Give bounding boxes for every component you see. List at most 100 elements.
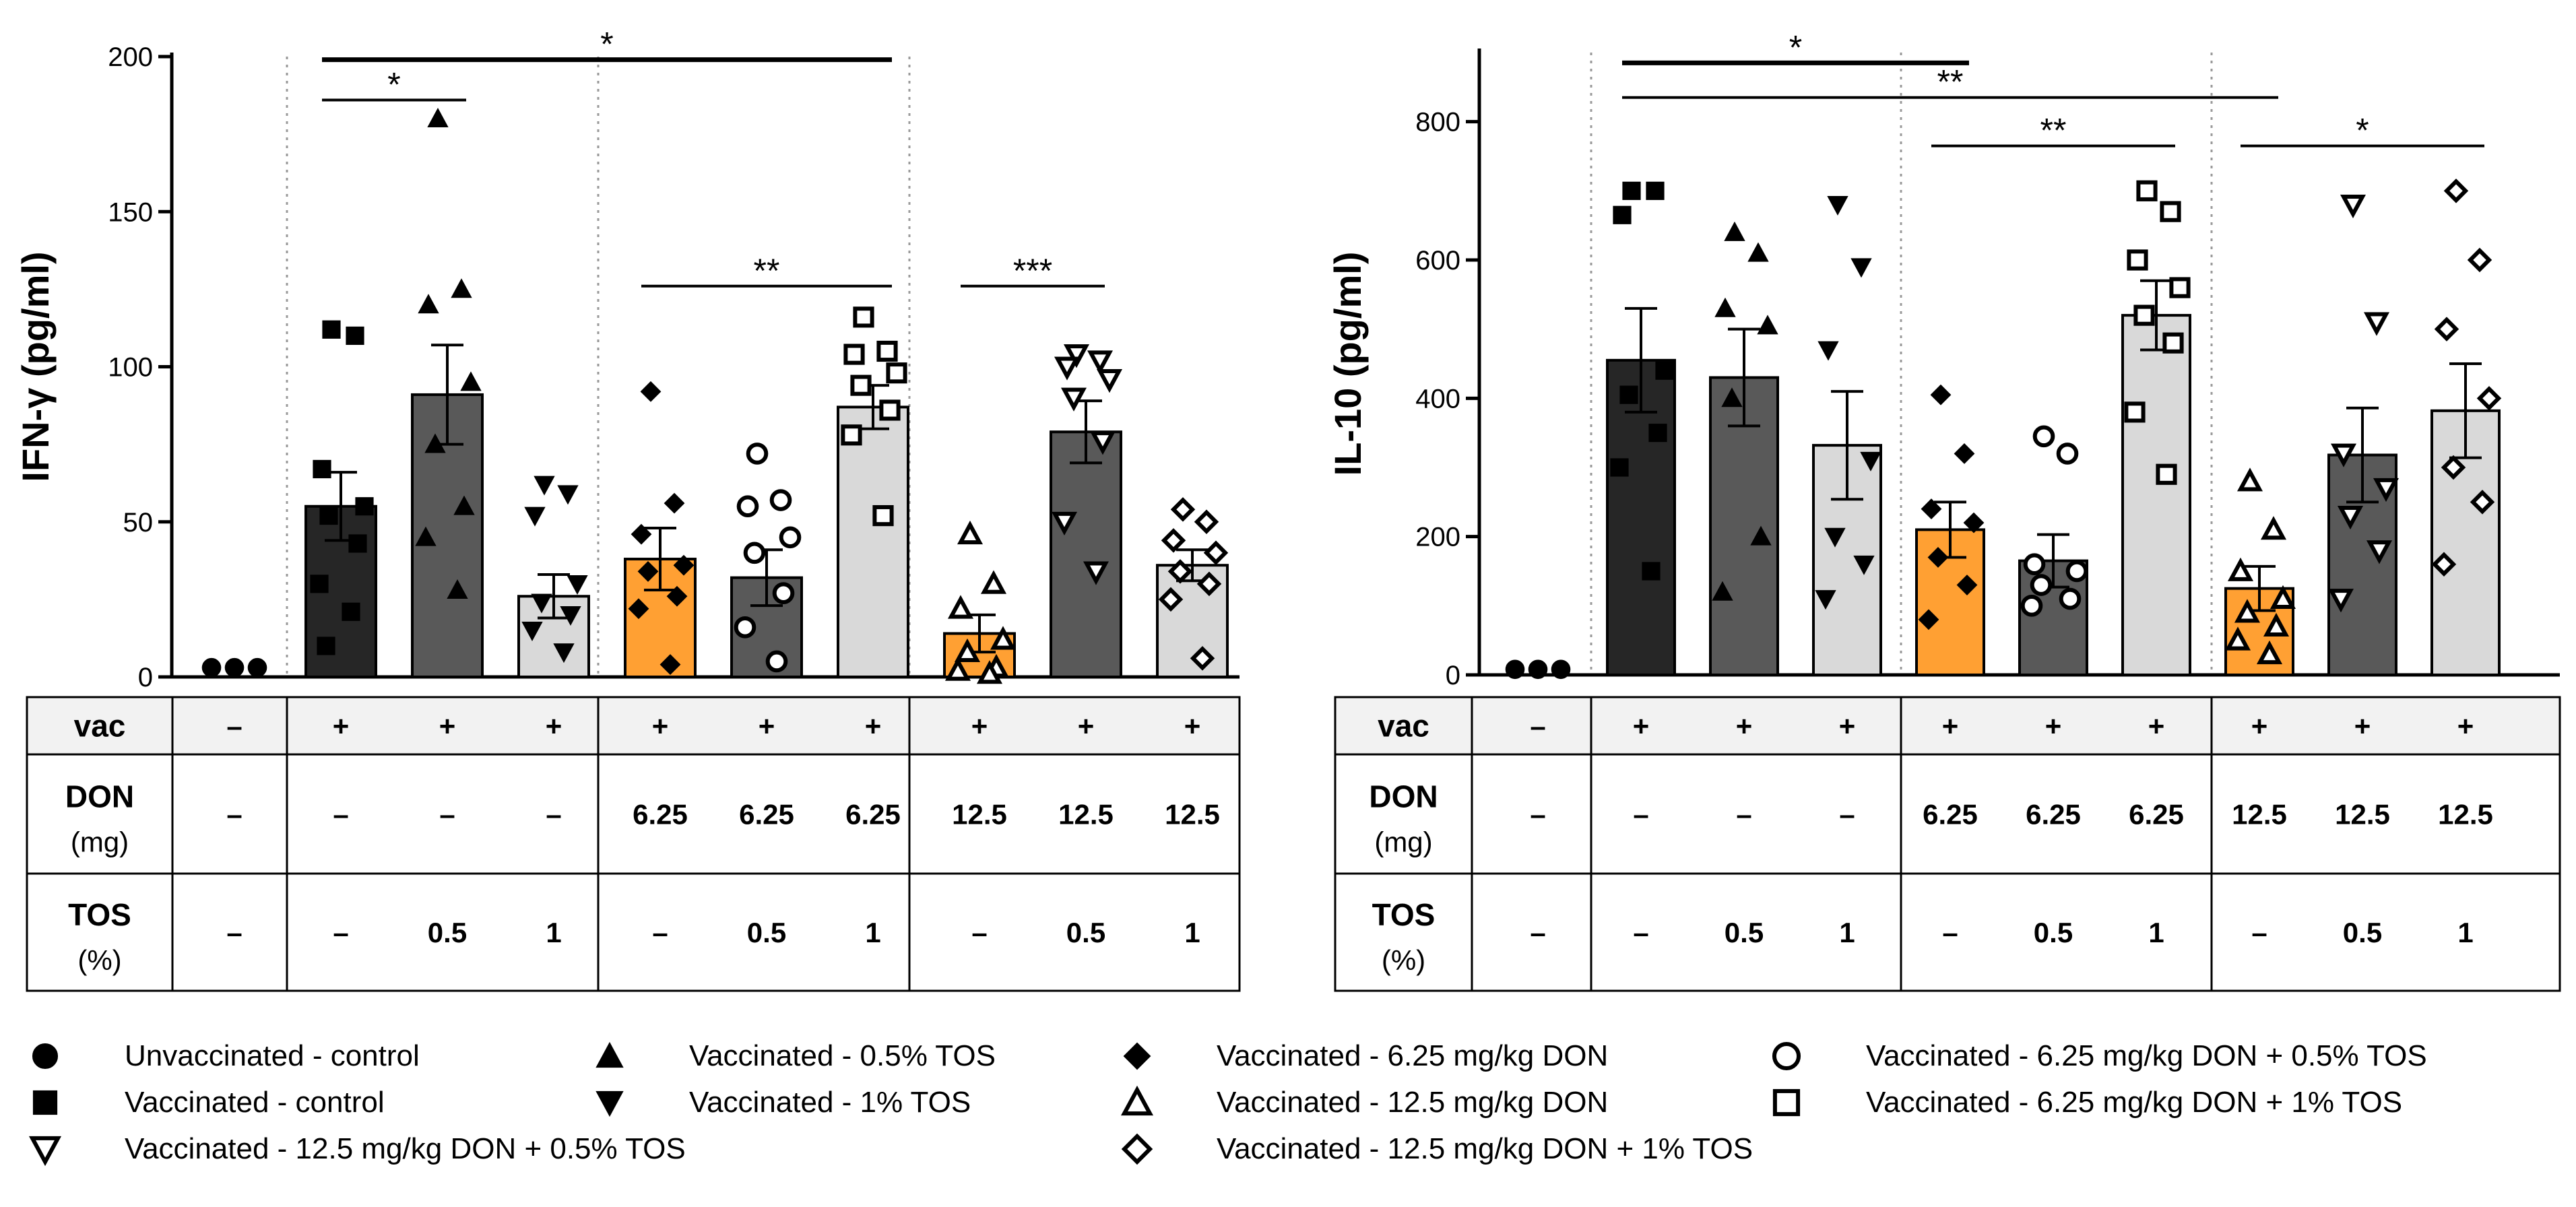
data-point bbox=[2160, 201, 2181, 222]
table-cell: 0.5 bbox=[1066, 917, 1105, 948]
data-point bbox=[2065, 560, 2088, 583]
data-point bbox=[743, 542, 766, 564]
data-point bbox=[1860, 451, 1881, 471]
legend-label: Vaccinated - 12.5 mg/kg DON + 0.5% TOS bbox=[125, 1132, 686, 1165]
significance-label: * bbox=[1789, 28, 1802, 66]
table-cell: + bbox=[333, 711, 350, 742]
table-cell: – bbox=[1633, 799, 1648, 830]
table-cell: + bbox=[652, 711, 669, 742]
table-row-label: TOS bbox=[68, 897, 131, 932]
table-row-unit: (%) bbox=[1382, 944, 1425, 976]
legend: Unvaccinated - control Vaccinated - contr… bbox=[28, 1039, 2427, 1167]
table-cell: 12.5 bbox=[2438, 799, 2493, 830]
data-point bbox=[313, 459, 331, 479]
table-cell: – bbox=[226, 917, 242, 948]
data-point bbox=[947, 595, 974, 619]
table-row-label: DON bbox=[1369, 779, 1438, 814]
legend-marker bbox=[1120, 1085, 1154, 1116]
data-point bbox=[453, 495, 475, 515]
data-point bbox=[2431, 552, 2457, 577]
data-point bbox=[521, 622, 543, 642]
y-tick-label: 150 bbox=[108, 197, 153, 227]
data-point bbox=[1610, 458, 1629, 477]
data-point bbox=[1714, 297, 1736, 317]
table-cell: – bbox=[1839, 799, 1855, 830]
data-point bbox=[1089, 431, 1116, 455]
data-point bbox=[2269, 585, 2296, 609]
data-point bbox=[1054, 356, 1081, 381]
data-point bbox=[640, 381, 662, 402]
data-point bbox=[2162, 332, 2184, 354]
data-point bbox=[2363, 312, 2390, 336]
data-point bbox=[1063, 344, 1090, 368]
table-row-label: vac bbox=[74, 709, 126, 744]
data-point bbox=[460, 371, 482, 391]
data-point bbox=[1954, 443, 1975, 464]
data-point bbox=[772, 582, 795, 604]
data-point bbox=[2124, 401, 2146, 423]
table-cell: – bbox=[333, 799, 348, 830]
data-point bbox=[1963, 512, 1985, 533]
data-point bbox=[841, 424, 862, 446]
data-point bbox=[666, 585, 688, 607]
significance-label: * bbox=[387, 65, 400, 103]
legend-label: Vaccinated - control bbox=[125, 1086, 385, 1119]
data-point bbox=[2337, 505, 2364, 530]
legend-marker bbox=[1772, 1088, 1801, 1117]
data-point bbox=[1096, 369, 1123, 393]
y-tick-label: 50 bbox=[123, 508, 154, 537]
y-tick-label: 0 bbox=[138, 663, 153, 692]
table-cell: 6.25 bbox=[2026, 799, 2081, 830]
table-cell: 1 bbox=[2457, 917, 2473, 948]
data-point bbox=[2020, 595, 2043, 617]
legend-label: Vaccinated - 1% TOS bbox=[689, 1086, 971, 1119]
data-point bbox=[659, 654, 681, 675]
data-point bbox=[1956, 575, 1978, 595]
table-row-label: vac bbox=[1378, 709, 1429, 744]
data-point bbox=[1505, 659, 1525, 680]
table-cell: + bbox=[2354, 711, 2371, 742]
table-row-label: DON bbox=[65, 779, 134, 814]
data-point bbox=[1930, 384, 1952, 405]
data-point bbox=[2032, 425, 2055, 448]
y-axis-label: IFN-γ (pg/ml) bbox=[14, 251, 57, 482]
data-point bbox=[2327, 589, 2354, 613]
table-header-row-bg bbox=[1335, 697, 2560, 754]
table-cell: 6.25 bbox=[1923, 799, 1978, 830]
data-point bbox=[1646, 181, 1665, 200]
data-point bbox=[843, 344, 865, 365]
data-point bbox=[1196, 571, 1222, 597]
data-point bbox=[769, 489, 792, 511]
table-cell: – bbox=[1530, 711, 1545, 742]
table-cell: – bbox=[226, 799, 242, 830]
y-tick-label: 600 bbox=[1415, 246, 1460, 275]
data-point bbox=[990, 626, 1017, 650]
table-row-unit: (%) bbox=[77, 944, 121, 976]
data-point bbox=[2467, 247, 2492, 273]
data-point bbox=[2156, 463, 2177, 485]
data-point bbox=[319, 506, 338, 525]
data-point bbox=[1815, 590, 1836, 610]
data-point bbox=[2059, 587, 2082, 610]
data-point bbox=[2133, 304, 2155, 326]
data-point bbox=[424, 433, 446, 453]
y-tick-label: 0 bbox=[1446, 661, 1460, 690]
data-point bbox=[2224, 626, 2251, 651]
table-cell: 12.5 bbox=[2232, 799, 2287, 830]
table-row-label: TOS bbox=[1372, 897, 1436, 932]
data-point bbox=[1724, 221, 1745, 241]
data-point bbox=[1648, 424, 1667, 443]
data-point bbox=[524, 507, 546, 527]
data-point bbox=[886, 362, 907, 384]
data-point bbox=[876, 340, 898, 362]
data-point bbox=[879, 399, 901, 421]
table-cell: – bbox=[2251, 917, 2267, 948]
legend-label: Vaccinated - 6.25 mg/kg DON bbox=[1217, 1039, 1608, 1072]
table-cell: 6.25 bbox=[845, 799, 901, 830]
data-point bbox=[957, 520, 984, 545]
legend-label: Vaccinated - 0.5% TOS bbox=[689, 1039, 996, 1072]
data-point bbox=[746, 443, 769, 465]
data-point bbox=[736, 495, 759, 518]
